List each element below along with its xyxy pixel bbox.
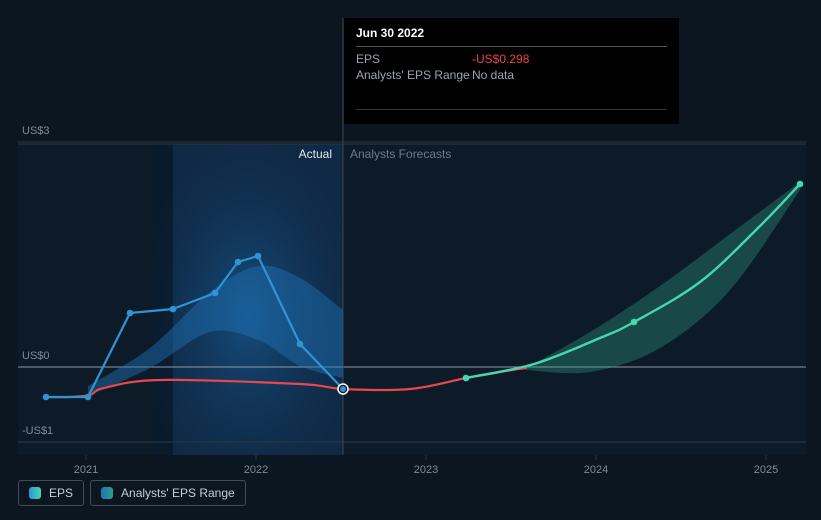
svg-text:Analysts Forecasts: Analysts Forecasts: [350, 147, 451, 161]
chart-tooltip: Jun 30 2022 EPS-US$0.298Analysts' EPS Ra…: [344, 18, 679, 124]
legend-label: Analysts' EPS Range: [121, 486, 235, 500]
svg-text:US$3: US$3: [22, 125, 50, 137]
tooltip-row: EPS-US$0.298: [356, 51, 667, 67]
tooltip-value: No data: [472, 68, 514, 82]
svg-text:-US$1: -US$1: [22, 425, 53, 437]
svg-text:2025: 2025: [754, 464, 778, 476]
legend-swatch: [29, 487, 41, 499]
svg-text:2023: 2023: [414, 464, 438, 476]
tooltip-row: Analysts' EPS RangeNo data: [356, 67, 667, 83]
svg-text:2024: 2024: [584, 464, 608, 476]
legend-item[interactable]: Analysts' EPS Range: [90, 480, 246, 506]
legend-item[interactable]: EPS: [18, 480, 84, 506]
svg-text:US$0: US$0: [22, 350, 50, 362]
eps-chart: Actual Analysts Forecasts US$3 US$0 -US$1 202…: [0, 0, 821, 520]
svg-text:Actual: Actual: [299, 147, 332, 161]
legend: EPS Analysts' EPS Range: [18, 480, 246, 506]
svg-text:2021: 2021: [74, 464, 98, 476]
legend-label: EPS: [49, 486, 73, 500]
tooltip-value: -US$0.298: [472, 52, 529, 66]
tooltip-key: Analysts' EPS Range: [356, 68, 472, 82]
tooltip-date: Jun 30 2022: [356, 26, 667, 47]
legend-swatch: [101, 487, 113, 499]
svg-text:2022: 2022: [244, 464, 268, 476]
tooltip-key: EPS: [356, 52, 472, 66]
